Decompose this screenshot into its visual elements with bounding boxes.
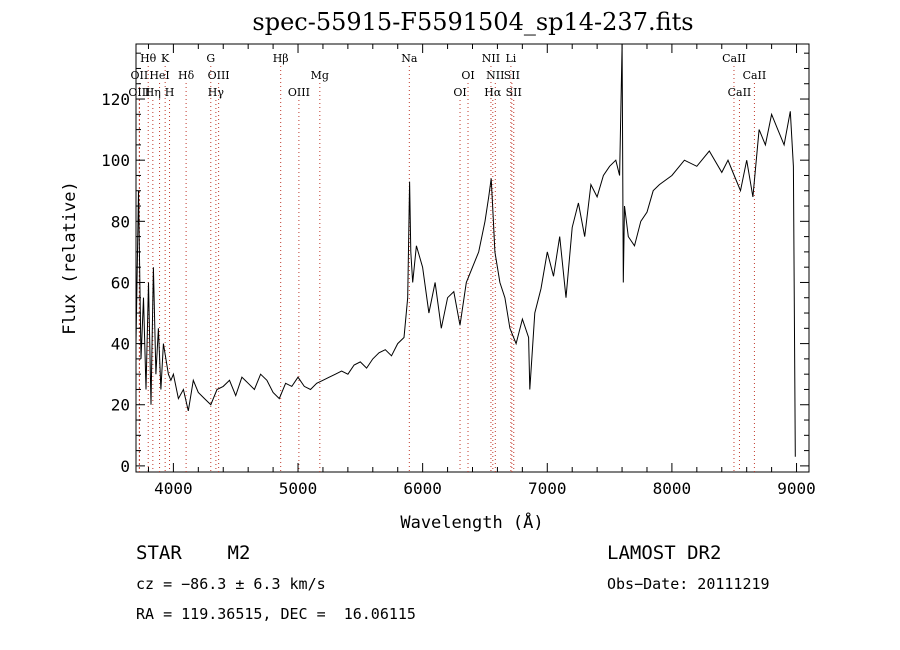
line-label: NII <box>482 52 500 65</box>
obs-date: Obs−Date: 20111219 <box>607 575 770 593</box>
object-class: STAR M2 <box>136 542 251 564</box>
y-tick-label: 40 <box>111 335 130 354</box>
line-label: Na <box>401 52 418 65</box>
x-tick-label: 9000 <box>777 479 816 498</box>
line-label: Hα <box>484 86 502 99</box>
line-label: G <box>206 52 215 65</box>
line-label: OII <box>131 69 149 82</box>
x-axis: 4000 5000 6000 7000 8000 9000 <box>147 44 816 498</box>
line-label: Hη <box>145 86 161 99</box>
line-label: Hθ <box>140 52 157 65</box>
x-tick-label: 7000 <box>528 479 567 498</box>
line-label: Hγ <box>208 86 225 99</box>
line-label: OIII <box>208 69 230 82</box>
survey-name: LAMOST DR2 <box>607 542 722 564</box>
line-label: OIII <box>288 86 310 99</box>
y-tick-label: 60 <box>111 273 130 292</box>
line-label: OI <box>461 69 474 82</box>
chart-title: spec-55915-F5591504_sp14-237.fits <box>252 8 693 36</box>
line-label: CaII <box>728 86 752 99</box>
y-tick-label: 100 <box>101 151 130 170</box>
redshift-cz: cz = −86.3 ± 6.3 km/s <box>136 575 326 593</box>
line-label: OIII <box>128 86 150 99</box>
line-label: CaII <box>743 69 767 82</box>
x-axis-label: Wavelength (Å) <box>400 511 543 533</box>
x-tick-label: 5000 <box>279 479 318 498</box>
line-label: Mg <box>311 69 329 82</box>
line-label: SII <box>506 86 522 99</box>
y-tick-label: 80 <box>111 212 130 231</box>
x-tick-label: 8000 <box>653 479 692 498</box>
plot-frame <box>135 43 810 473</box>
line-label: Hδ <box>178 69 195 82</box>
y-tick-label: 0 <box>120 457 130 476</box>
line-label: HeI <box>149 69 169 82</box>
line-label: CaII <box>722 52 746 65</box>
line-label: OI <box>453 86 466 99</box>
spectrum-line <box>135 43 796 457</box>
x-tick-label: 4000 <box>154 479 193 498</box>
line-label: Hβ <box>273 52 289 65</box>
line-label: Li <box>505 52 516 65</box>
y-tick-label: 20 <box>111 396 130 415</box>
x-tick-label: 6000 <box>403 479 442 498</box>
line-label: NII <box>486 69 504 82</box>
y-tick-label: 120 <box>101 90 130 109</box>
y-axis-label: Flux (relative) <box>60 181 80 335</box>
line-label: SII <box>504 69 520 82</box>
y-axis: 0 20 40 60 80 100 120 <box>101 52 809 476</box>
line-label: K <box>161 52 170 65</box>
coordinates: RA = 119.36515, DEC = 16.06115 <box>136 605 416 623</box>
line-label: H <box>165 86 175 99</box>
